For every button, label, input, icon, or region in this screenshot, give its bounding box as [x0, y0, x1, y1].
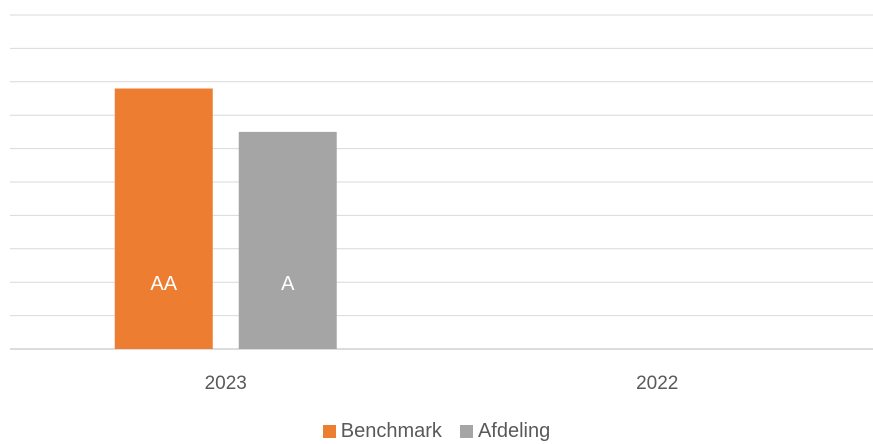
legend: Benchmark Afdeling [0, 418, 873, 444]
x-tick-label-2022: 2022 [636, 373, 678, 394]
legend-swatch-afdeling [459, 424, 473, 438]
legend-label-benchmark: Benchmark [340, 419, 442, 442]
bar-benchmark-2023 [114, 88, 213, 349]
legend-item-benchmark: Benchmark [322, 419, 442, 443]
bar-afdeling-2023 [238, 131, 337, 349]
x-tick-label-2023: 2023 [205, 373, 247, 394]
data-label-afdeling-2023: A [281, 273, 295, 295]
data-label-benchmark-2023: AA [150, 273, 177, 295]
legend-label-afdeling: Afdeling [477, 419, 551, 442]
legend-item-afdeling: Afdeling [459, 419, 551, 443]
legend-swatch-benchmark [322, 424, 336, 438]
